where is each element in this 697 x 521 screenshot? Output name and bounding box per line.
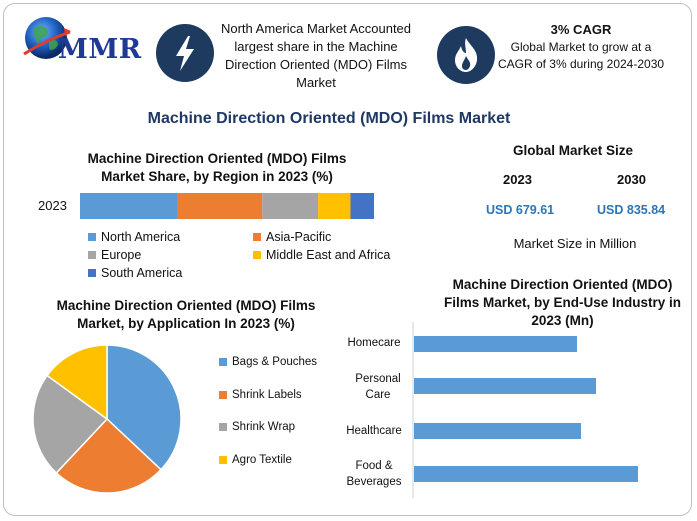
frame-border (3, 3, 692, 516)
market-size-year-2030: 2030 (617, 172, 646, 187)
region-chart-title: Machine Direction Oriented (MDO) Films M… (87, 151, 347, 184)
market-size-note: Market Size in Million (513, 236, 637, 251)
legend-item-shrink-labels: Shrink Labels (219, 389, 302, 401)
end-use-bar-homecare (414, 336, 577, 352)
category-label-personal-care: Personal Care (355, 373, 401, 401)
end-use-chart-title: Machine Direction Oriented (MDO) Films M… (443, 277, 682, 328)
category-label-food-beverages: Food & Beverages (346, 460, 402, 488)
cagr-text: Global Market to grow at a CAGR of 3% du… (497, 40, 665, 71)
end-use-bar-chart (412, 322, 638, 498)
info-north-america: North America Market Accounted largest s… (220, 21, 412, 90)
cagr-title: 3% CAGR (550, 22, 612, 37)
pie-slice-agro-textile (46, 344, 108, 421)
end-use-bar-personal-care (414, 378, 596, 394)
market-size-year-2023: 2023 (503, 172, 532, 187)
legend-item-south-america: South America (88, 266, 182, 280)
region-segment-north-america (80, 193, 178, 219)
market-size-title: Global Market Size (512, 143, 634, 158)
legend-item-europe: Europe (88, 248, 141, 262)
info-cagr: 3% CAGR Global Market to grow at a CAGR … (496, 21, 666, 73)
pie-slice-bags-pouches (106, 344, 182, 471)
region-bar-year: 2023 (38, 198, 67, 213)
region-segment-south-america (350, 193, 374, 219)
market-size-value-2023: USD 679.61 (486, 203, 555, 217)
main-title: Machine Direction Oriented (MDO) Films M… (147, 110, 511, 127)
region-segment-europe (262, 193, 319, 219)
application-chart-title: Machine Direction Oriented (MDO) Films M… (56, 298, 316, 331)
category-label-homecare: Homecare (347, 337, 401, 349)
legend-item-shrink-wrap: Shrink Wrap (219, 421, 295, 433)
legend-item-agro-textile: Agro Textile (219, 454, 292, 466)
legend-item-bags-pouches: Bags & Pouches (219, 356, 317, 368)
legend-item-north-america: North America (88, 230, 180, 244)
pie-slice-shrink-labels (55, 417, 163, 494)
application-pie-chart (32, 344, 182, 494)
legend-item-asia-pacific: Asia-Pacific (253, 230, 331, 244)
mmr-logo: MMR (20, 14, 141, 68)
globe-icon (23, 17, 71, 59)
end-use-bar-healthcare (414, 423, 581, 439)
market-size-value-2030: USD 835.84 (597, 203, 666, 217)
end-use-category-axis: Homecare Personal Care Healthcare Food &… (342, 322, 414, 502)
logo-text: MMR (58, 34, 142, 65)
pie-slice-shrink-wrap (32, 374, 109, 475)
end-use-bar-food-beverages (414, 466, 638, 482)
lightning-icon (156, 24, 214, 82)
region-stacked-bar (80, 193, 374, 219)
legend-item-middle-east-africa: Middle East and Africa (253, 248, 390, 262)
region-segment-middle-east-and-africa (318, 193, 351, 219)
category-label-healthcare: Healthcare (346, 425, 402, 437)
flame-icon (437, 26, 495, 84)
region-segment-asia-pacific (177, 193, 263, 219)
